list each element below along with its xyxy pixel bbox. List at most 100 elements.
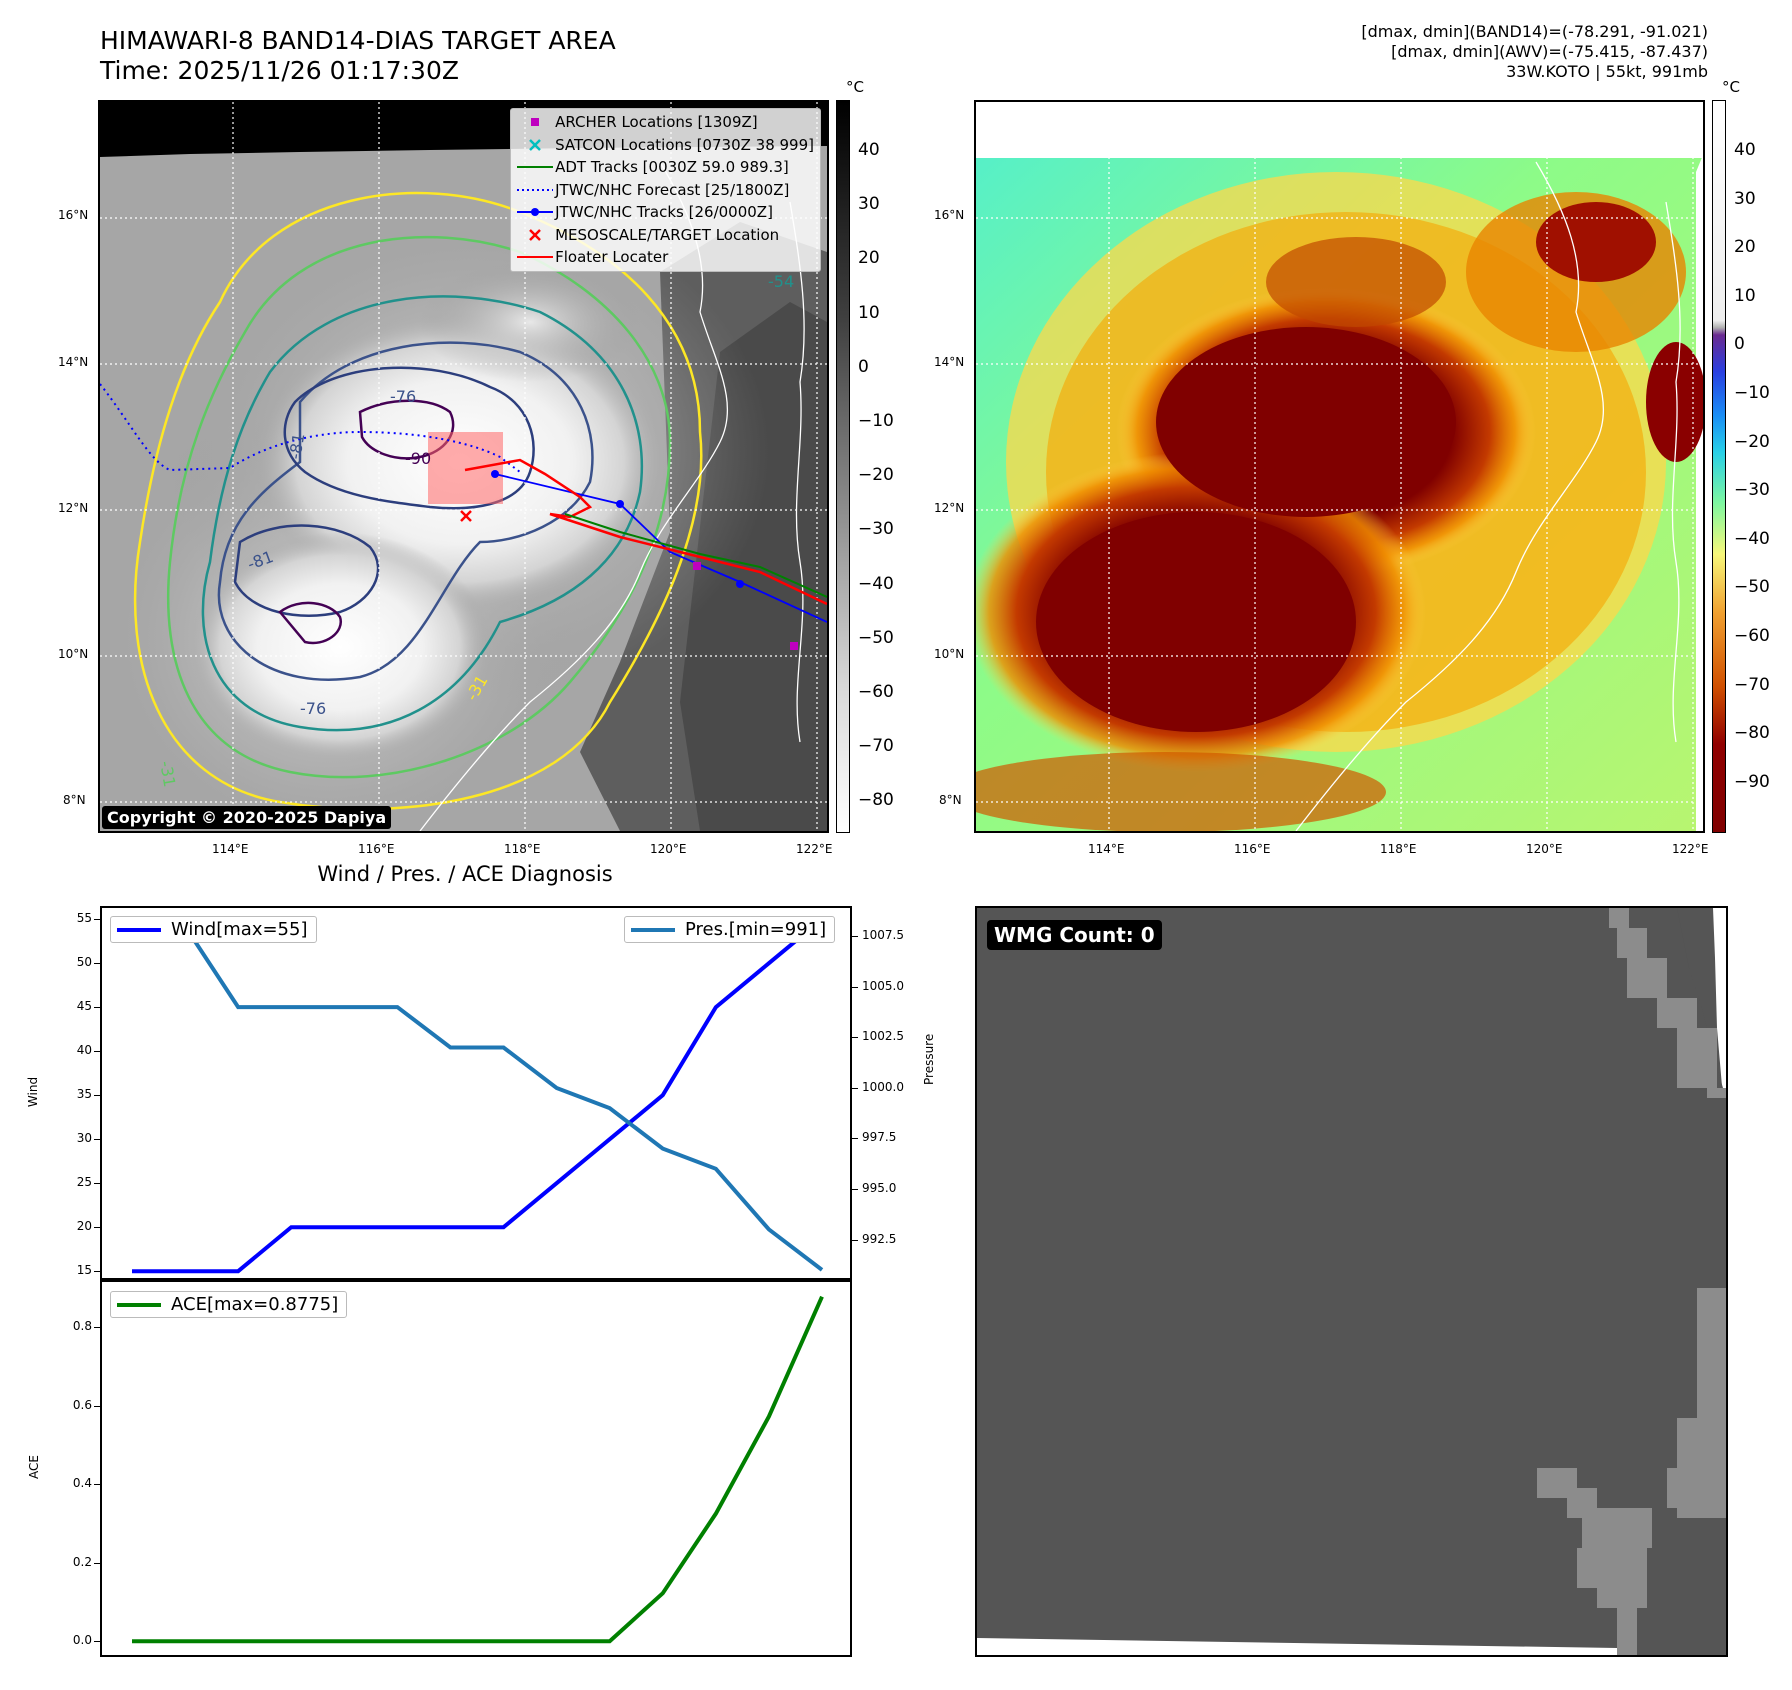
colorbar-tick-label: 40 [1734,140,1756,160]
wind-tick-mark [94,1183,100,1185]
wind-tick-label: 50 [76,955,92,970]
lat-label: 8°N [939,793,962,807]
ace-legend: ACE[max=0.8775] [110,1291,348,1318]
wind-tick-mark [94,1227,100,1229]
ace-tick-label: 0.6 [72,1397,92,1412]
pressure-tick-label: 997.5 [862,1130,897,1145]
ace-svg [100,1280,852,1657]
colorbar-tick-label: −60 [1734,626,1770,646]
pressure-legend-swatch [631,927,675,932]
lat-label: 12°N [934,501,965,515]
pressure-tick-mark [852,1138,858,1140]
legend-label: SATCON Locations [0730Z 38 999] [555,135,814,154]
colorbar-tick-label: −40 [858,573,894,594]
ace-tick-mark [94,1641,100,1643]
legend-item: ADT Tracks [0030Z 59.0 989.3] [515,156,814,179]
lon-label: 120°E [650,842,687,856]
pressure-tick-label: 992.5 [862,1231,897,1246]
ace-tick-mark [94,1405,100,1407]
lon-label: 114°E [1088,842,1125,856]
legend-item: ARCHER Locations [1309Z] [515,111,814,134]
colorbar-unit: °C [846,78,864,96]
colorbar-tick-label: −70 [858,736,894,757]
colorbar-tick-label: −10 [858,411,894,431]
contour-label: -81 [285,432,308,461]
colorbar-tick-label: −30 [858,519,894,540]
ace-tick-label: 0.8 [72,1319,92,1334]
ace-tick-label: 0.0 [72,1633,92,1648]
copyright-label: Copyright © 2020-2025 Dapiya [102,806,392,829]
pressure-legend: Pres.[min=991] [624,916,836,943]
wind-series-line [132,917,824,1274]
info-storm: 33W.KOTO | 55kt, 991mb [1506,62,1708,81]
pressure-tick-mark [852,1189,858,1191]
pressure-tick-label: 1005.0 [862,978,904,993]
pressure-tick-mark [852,986,858,988]
colorbar-tick-label: −60 [858,682,894,702]
legend-symbol-icon [515,156,555,178]
legend-item: JTWC/NHC Forecast [25/1800Z] [515,179,814,202]
pressure-axis-label: Pressure [922,1033,936,1085]
ace-tick-label: 0.2 [72,1554,92,1569]
lat-label: 16°N [934,208,965,222]
colorbar-tick-label: 30 [858,194,880,215]
legend-label: ARCHER Locations [1309Z] [555,113,758,131]
info-dmax-awv: [dmax, dmin](AWV)=(-75.415, -87.437) [1391,42,1708,61]
colorbar-tick-label: −40 [1734,528,1770,549]
lon-label: 118°E [504,842,541,856]
ace-chart [100,1280,852,1657]
pressure-tick-mark [852,1239,858,1241]
wind-legend-label: Wind[max=55] [171,919,308,940]
lat-label: 12°N [58,501,89,515]
plot-frame [100,906,852,1280]
ace-axis-label: ACE [26,1455,41,1479]
wmg-count-badge: WMG Count: 0 [987,920,1162,950]
ace-tick-mark [94,1327,100,1329]
ir-map-svg: -76 -90 -81 -81 -76 -54 -31 -31 [100,102,827,831]
wind-tick-mark [94,1095,100,1097]
colorbar-tick-label: −70 [1734,674,1770,695]
pressure-tick-label: 1002.5 [862,1029,904,1044]
wind-tick-mark [94,1139,100,1141]
ace-series-line [132,1295,824,1644]
wind-legend: Wind[max=55] [110,916,317,943]
lon-label: 120°E [1526,842,1563,856]
legend-item: Floater Locater [515,246,814,269]
lat-label: 8°N [63,793,86,807]
enhanced-colorbar [1712,100,1726,833]
info-dmax-band14: [dmax, dmin](BAND14)=(-78.291, -91.021) [1361,22,1708,41]
legend-label: Floater Locater [555,248,669,266]
lon-label: 118°E [1380,842,1417,856]
legend-label: JTWC/NHC Tracks [26/0000Z] [555,203,773,221]
legend-label: ADT Tracks [0030Z 59.0 989.3] [555,158,789,176]
pressure-tick-mark [852,1087,858,1089]
contour-label: -90 [405,449,431,468]
lat-label: 10°N [934,647,965,661]
colorbar-tick-label: −30 [1734,480,1770,501]
colorbar-tick-label: 0 [858,356,869,377]
colorbar-tick-label: 30 [1734,188,1756,209]
contour-label: -76 [390,387,416,406]
colorbar-tick-label: −90 [1734,771,1770,792]
wmg-panel: WMG Count: 0 [975,906,1728,1657]
wind-tick-mark [94,963,100,965]
ace-tick-mark [94,1562,100,1564]
ir-colorbar [836,100,850,833]
legend-item: MESOSCALE/TARGET Location [515,224,814,247]
pressure-legend-label: Pres.[min=991] [685,919,827,940]
ir-map-panel: -76 -90 -81 -81 -76 -54 -31 -31 ARCHER L… [98,100,829,833]
legend-symbol-icon [515,134,555,156]
chart-time: Time: 2025/11/26 01:17:30Z [100,56,459,85]
wind-tick-mark [94,919,100,921]
legend-symbol-icon [515,111,555,133]
ace-legend-label: ACE[max=0.8775] [171,1294,339,1315]
colorbar-tick-label: −20 [858,465,894,486]
wind-tick-mark [94,1271,100,1273]
pressure-tick-mark [852,1037,858,1039]
wind-axis-label: Wind [26,1076,41,1108]
wind-tick-label: 45 [76,999,92,1014]
wind-tick-mark [94,1051,100,1053]
colorbar-tick-label: −80 [1734,723,1770,744]
pressure-tick-label: 995.0 [862,1181,897,1196]
wind-pres-svg [100,906,852,1280]
